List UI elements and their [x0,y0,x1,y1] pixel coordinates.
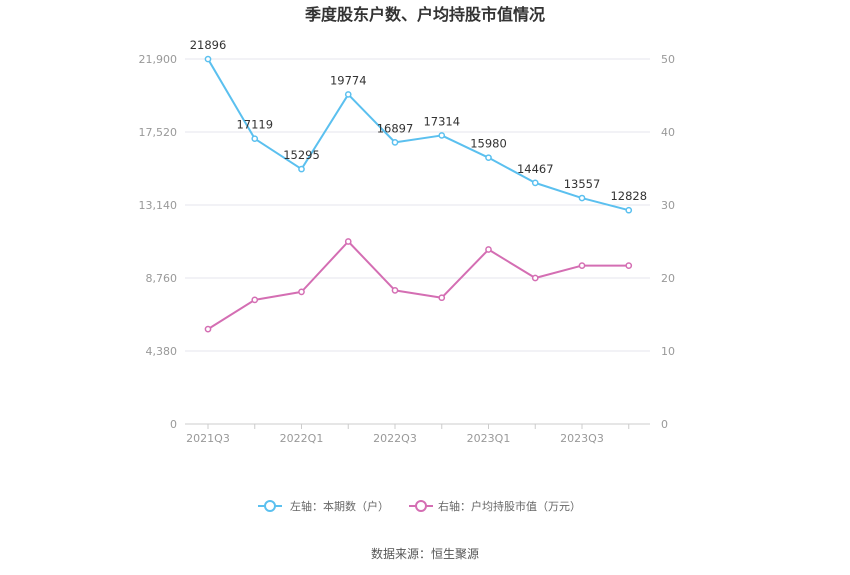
right-axis-ticks: 0 10 20 30 40 50 [661,53,675,431]
data-label: 21896 [190,38,227,52]
x-tick-label: 2022Q3 [373,432,417,445]
left-tick-label: 21,900 [139,53,178,66]
x-axis: 2021Q3 2022Q1 2022Q3 2023Q1 2023Q3 [186,424,630,445]
right-tick-label: 20 [661,272,675,285]
data-label: 13557 [564,177,601,191]
data-point [391,287,399,294]
data-label: 17119 [236,118,273,132]
data-point [531,179,539,187]
data-point [578,194,586,202]
data-point [438,132,446,139]
data-point [344,238,352,245]
data-point [204,55,212,63]
data-point [391,139,399,146]
data-point [485,246,492,253]
left-tick-label: 13,140 [139,199,178,212]
data-point [625,206,633,214]
series-2 [204,238,633,333]
right-tick-label: 0 [661,418,668,431]
series-layer: 21896 17119 15295 19774 16897 17314 15980 14467… [190,38,647,333]
x-tick-label: 2023Q1 [467,432,511,445]
left-tick-label: 17,520 [139,126,178,139]
legend: 左轴：本期数（户） 右轴：户均持股市值（万元） [258,499,581,513]
data-point [485,154,492,162]
series-line [207,58,630,212]
data-label: 15295 [283,148,320,162]
legend-label: 右轴：户均持股市值（万元） [438,499,581,513]
legend-label: 左轴：本期数（户） [290,499,389,513]
x-tick-label: 2022Q1 [280,432,324,445]
data-label: 15980 [470,137,507,151]
x-tick-label: 2023Q3 [560,432,604,445]
data-point [578,262,586,269]
left-axis-ticks: 0 4,380 8,760 13,140 17,520 21,900 [139,53,178,431]
data-label: 12828 [610,189,647,203]
data-point [531,274,539,282]
data-label: 19774 [330,73,367,87]
data-point [251,296,259,304]
left-tick-label: 4,380 [146,345,178,358]
right-tick-label: 30 [661,199,675,212]
data-source: 数据来源：恒生聚源 [371,546,479,561]
right-tick-label: 50 [661,53,675,66]
right-tick-label: 40 [661,126,675,139]
data-point [438,294,446,302]
left-tick-label: 0 [170,418,177,431]
right-tick-label: 10 [661,345,675,358]
left-tick-label: 8,760 [146,272,178,285]
grid-lines [185,58,650,425]
x-tick-label: 2021Q3 [186,432,230,445]
data-point [298,288,305,296]
chart-title: 季度股东户数、户均持股市值情况 [304,5,545,24]
legend-swatch-marker [415,500,427,512]
data-point [204,325,212,333]
data-label: 16897 [377,121,414,135]
series-line [207,240,629,330]
data-point [251,135,259,143]
data-point [298,165,305,173]
data-label: 14467 [517,162,554,176]
data-label: 17314 [423,114,460,128]
data-point [625,262,633,269]
series-1: 21896 17119 15295 19774 16897 17314 15980 14467… [190,38,647,214]
legend-swatch-marker [264,500,276,512]
data-point [344,91,352,98]
